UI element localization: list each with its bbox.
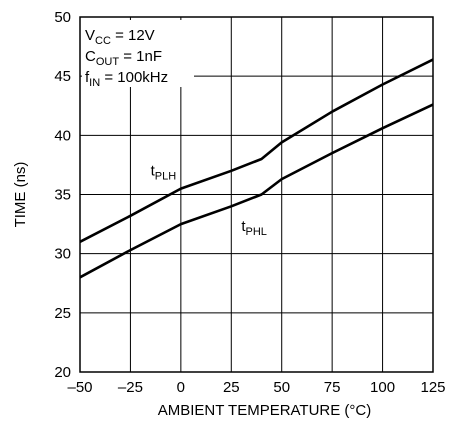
y-tick-label: 30 (54, 246, 71, 263)
x-tick-label: 125 (420, 379, 445, 396)
series-line-tphl (79, 103, 434, 279)
y-tick-label: 45 (54, 68, 71, 85)
y-tick-label: 20 (54, 364, 71, 381)
condition-line: VCC = 12V (85, 27, 155, 47)
conditions-box (82, 20, 194, 87)
x-tick-label: –25 (118, 379, 143, 396)
x-tick-labels: –50 –25 0 25 50 75 100 125 (67, 379, 445, 396)
x-axis-label: AMBIENT TEMPERATURE (°C) (158, 402, 372, 419)
x-tick-label: 25 (223, 379, 240, 396)
y-tick-label: 35 (54, 187, 71, 204)
y-axis-label: TIME (ns) (12, 162, 29, 228)
y-tick-labels: 20 25 30 35 40 45 50 (54, 9, 71, 381)
series-line-tplh (79, 58, 434, 243)
y-tick-label: 40 (54, 127, 71, 144)
x-tick-label: 50 (273, 379, 290, 396)
series-label-tphl: tPHL (241, 218, 267, 238)
x-tick-label: 100 (370, 379, 395, 396)
y-tick-label: 25 (54, 305, 71, 322)
condition-line: COUT = 1nF (85, 48, 162, 68)
plot-frame (79, 16, 434, 373)
y-tick-label: 50 (54, 9, 71, 26)
series-labels: tPLH tPHL (151, 163, 267, 239)
x-tick-label: 75 (324, 379, 341, 396)
series-label-tplh: tPLH (151, 163, 177, 183)
condition-line: fIN = 100kHz (85, 69, 168, 89)
x-tick-label: –50 (67, 379, 92, 396)
x-tick-label: 0 (177, 379, 185, 396)
series-lines (79, 58, 434, 279)
